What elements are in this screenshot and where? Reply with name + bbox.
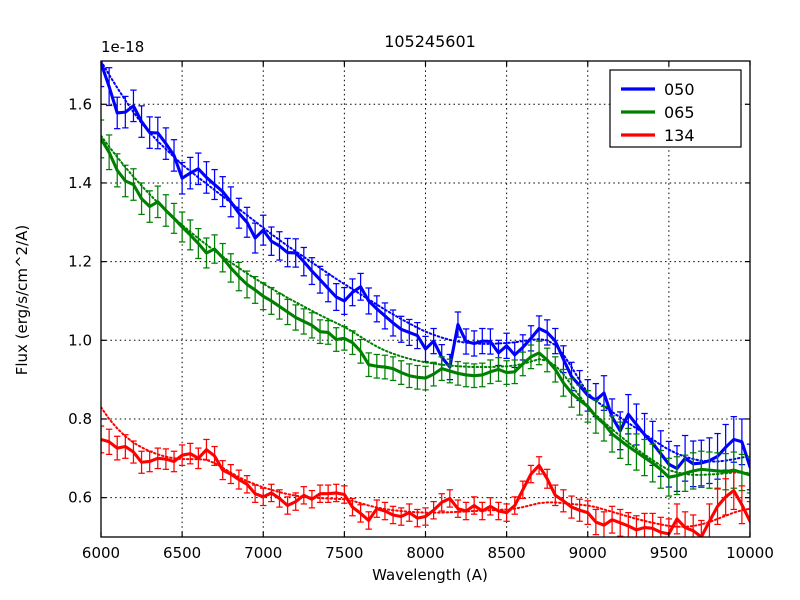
legend-label-065[interactable]: 065 — [664, 103, 695, 122]
legend-label-134[interactable]: 134 — [664, 126, 695, 145]
data-series-layer — [101, 61, 750, 537]
y-axis-label: Flux (erg/s/cm^2/A) — [13, 225, 31, 376]
y-axis-offset-label: 1e-18 — [101, 38, 144, 56]
y-tick-label: 1.6 — [68, 95, 92, 113]
y-tick-label: 1.2 — [68, 253, 92, 271]
y-tick-label: 0.8 — [68, 410, 92, 428]
line-134 — [101, 437, 750, 537]
y-tick-label: 1.4 — [68, 174, 92, 192]
legend-label-050[interactable]: 050 — [664, 80, 695, 99]
x-tick-label: 6500 — [163, 544, 201, 562]
legend[interactable]: 050 065 134 — [609, 69, 742, 148]
x-tick-label: 8000 — [406, 544, 444, 562]
x-tick-label: 9500 — [650, 544, 688, 562]
line-050 — [101, 61, 750, 471]
smooth-reference-065 — [101, 134, 750, 476]
y-tick-label: 0.6 — [68, 489, 92, 507]
x-axis-label: Wavelength (A) — [372, 566, 488, 584]
series-065 — [101, 119, 750, 497]
x-tick-label: 9000 — [569, 544, 607, 562]
smooth-reference-134 — [101, 406, 750, 528]
x-tick-label: 7000 — [244, 544, 282, 562]
axis-ticks: 6000 6500 7000 7500 8000 8500 9000 9500 10000 0.6… — [68, 61, 774, 562]
line-065 — [101, 137, 750, 479]
x-tick-label: 7500 — [325, 544, 363, 562]
x-tick-label: 10000 — [726, 544, 774, 562]
x-tick-label: 6000 — [82, 544, 120, 562]
x-tick-label: 8500 — [488, 544, 526, 562]
y-tick-label: 1.0 — [68, 331, 92, 349]
series-134 — [101, 406, 750, 537]
chart-title: 105245601 — [384, 32, 476, 51]
